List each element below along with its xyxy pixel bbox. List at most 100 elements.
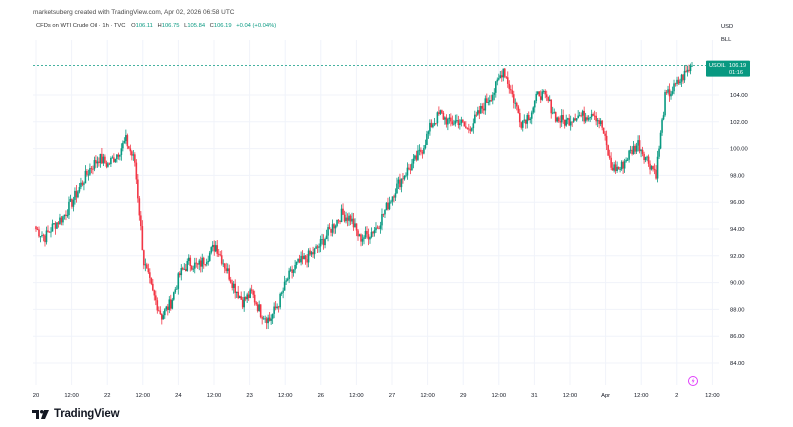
candle bbox=[535, 91, 538, 104]
candle bbox=[171, 297, 174, 310]
candle bbox=[602, 127, 605, 134]
time-tick-label: 12:00 bbox=[563, 393, 578, 399]
candle bbox=[450, 113, 452, 127]
candle bbox=[304, 255, 307, 265]
candle bbox=[652, 165, 654, 172]
candle bbox=[661, 117, 663, 136]
last-price-badge[interactable] bbox=[706, 60, 750, 77]
candle bbox=[614, 160, 617, 175]
candle bbox=[674, 82, 677, 87]
currency-label[interactable]: USD bbox=[721, 24, 734, 30]
time-tick-label: 23 bbox=[246, 393, 252, 399]
candle bbox=[691, 62, 693, 68]
candle bbox=[460, 116, 463, 127]
candle bbox=[259, 304, 262, 319]
candle bbox=[641, 146, 644, 157]
candle bbox=[164, 308, 166, 319]
candle bbox=[436, 111, 439, 127]
candle bbox=[301, 250, 304, 265]
candle bbox=[566, 117, 569, 125]
candle bbox=[217, 249, 220, 257]
candle bbox=[265, 316, 268, 330]
candle bbox=[547, 96, 550, 103]
candle bbox=[147, 263, 150, 274]
chart-grid bbox=[33, 40, 719, 385]
candle bbox=[208, 250, 211, 262]
candle bbox=[110, 156, 112, 168]
candle bbox=[505, 76, 508, 79]
candle bbox=[156, 297, 159, 314]
candle bbox=[294, 259, 296, 274]
candle bbox=[226, 263, 229, 274]
time-axis: 20 12:00 22 12:00 24 12:00 23 12:00 26 12:00 27 12:… bbox=[33, 393, 720, 399]
candle bbox=[44, 234, 46, 247]
price-tick-label: 94.00 bbox=[730, 227, 745, 233]
candle bbox=[379, 221, 382, 234]
candle bbox=[414, 154, 416, 161]
candle bbox=[367, 228, 370, 246]
candle bbox=[213, 240, 216, 256]
legend-change-value: +0.04 (+0.04%) bbox=[236, 23, 277, 29]
candle bbox=[487, 97, 490, 106]
candle bbox=[113, 153, 115, 163]
candle bbox=[673, 79, 675, 95]
candle bbox=[309, 247, 311, 256]
candle bbox=[108, 162, 111, 166]
unit-label[interactable]: BLL bbox=[721, 37, 732, 43]
candle bbox=[204, 264, 207, 267]
candle bbox=[280, 291, 283, 296]
candle bbox=[572, 117, 575, 123]
candle bbox=[551, 106, 554, 115]
candle bbox=[235, 291, 238, 298]
candle bbox=[325, 229, 328, 240]
candle bbox=[403, 175, 406, 181]
candle bbox=[518, 108, 521, 128]
candle bbox=[497, 73, 500, 81]
candle bbox=[385, 202, 388, 211]
candle bbox=[384, 209, 386, 218]
candle bbox=[541, 89, 544, 102]
price-tick-label: 90.00 bbox=[730, 281, 745, 287]
candle bbox=[502, 68, 505, 82]
candle bbox=[369, 236, 371, 244]
candle bbox=[610, 152, 612, 171]
candle bbox=[493, 88, 496, 101]
candle bbox=[283, 275, 286, 291]
candle bbox=[140, 211, 142, 231]
candle bbox=[295, 261, 298, 269]
candle bbox=[83, 181, 85, 191]
candle bbox=[556, 116, 559, 123]
candle bbox=[348, 212, 350, 226]
tradingview-logo[interactable]: TradingView bbox=[32, 407, 120, 421]
candle bbox=[500, 70, 503, 82]
candle bbox=[291, 265, 293, 279]
instrument-name: CFDs on WTI Crude Oil · 1h · TVC bbox=[36, 23, 126, 29]
candle bbox=[65, 210, 67, 221]
time-tick-label: 26 bbox=[318, 393, 324, 399]
candle bbox=[563, 119, 566, 129]
candle bbox=[300, 251, 302, 266]
legend-open-value: 106.11 bbox=[135, 23, 153, 29]
candle bbox=[524, 119, 527, 129]
candle bbox=[490, 94, 493, 102]
time-tick-label: Apr bbox=[601, 393, 610, 399]
time-tick-label: 29 bbox=[460, 393, 466, 399]
candle bbox=[520, 121, 523, 130]
lightning-icon[interactable] bbox=[688, 376, 698, 386]
candle bbox=[75, 185, 78, 203]
candle bbox=[544, 89, 547, 99]
candle bbox=[162, 311, 165, 320]
candle bbox=[456, 114, 458, 123]
candle bbox=[137, 174, 139, 203]
candle bbox=[96, 156, 99, 168]
candle bbox=[168, 296, 171, 314]
candle bbox=[35, 225, 37, 232]
candle bbox=[548, 95, 551, 102]
candle bbox=[357, 228, 359, 241]
candle bbox=[506, 71, 509, 88]
candle bbox=[611, 162, 614, 171]
candle bbox=[54, 221, 57, 235]
candle bbox=[345, 211, 347, 224]
candle bbox=[122, 140, 124, 152]
